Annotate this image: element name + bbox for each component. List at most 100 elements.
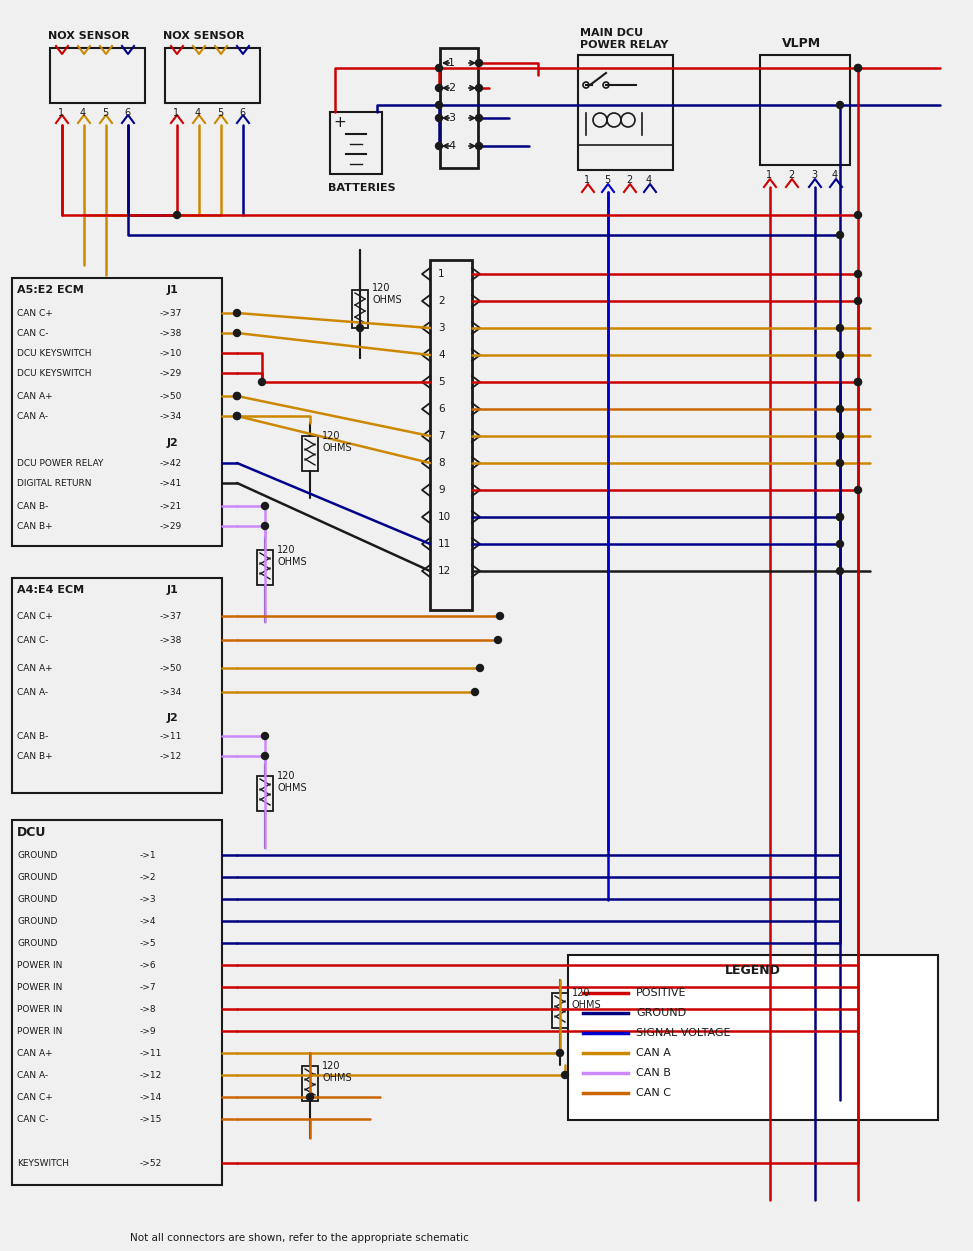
Text: POWER IN: POWER IN bbox=[17, 982, 62, 992]
Text: 1: 1 bbox=[58, 108, 64, 118]
Text: 5: 5 bbox=[102, 108, 108, 118]
Text: CAN C-: CAN C- bbox=[17, 636, 49, 644]
Text: POWER RELAY: POWER RELAY bbox=[580, 40, 668, 50]
Text: 3: 3 bbox=[811, 170, 817, 180]
Circle shape bbox=[234, 413, 240, 419]
Circle shape bbox=[837, 459, 844, 467]
Text: DCU KEYSWITCH: DCU KEYSWITCH bbox=[17, 369, 91, 378]
Text: ->11: ->11 bbox=[140, 1048, 162, 1057]
Text: BATTERIES: BATTERIES bbox=[328, 183, 396, 193]
Circle shape bbox=[837, 433, 844, 439]
Circle shape bbox=[494, 637, 501, 643]
Text: OHMS: OHMS bbox=[322, 1073, 351, 1083]
Text: NOX SENSOR: NOX SENSOR bbox=[163, 31, 244, 41]
Text: MAIN DCU: MAIN DCU bbox=[580, 28, 643, 38]
Text: ->1: ->1 bbox=[140, 851, 157, 859]
Circle shape bbox=[854, 379, 861, 385]
Text: 6: 6 bbox=[124, 108, 130, 118]
Text: 4: 4 bbox=[646, 175, 652, 185]
Text: KEYSWITCH: KEYSWITCH bbox=[17, 1158, 69, 1167]
Text: ->34: ->34 bbox=[160, 412, 182, 420]
Text: POWER IN: POWER IN bbox=[17, 1005, 62, 1013]
Bar bbox=[330, 113, 382, 174]
Circle shape bbox=[234, 413, 240, 419]
Text: GROUND: GROUND bbox=[636, 1008, 686, 1018]
Text: ->12: ->12 bbox=[160, 752, 182, 761]
Text: CAN C+: CAN C+ bbox=[17, 1092, 53, 1101]
Circle shape bbox=[837, 540, 844, 548]
Text: CAN B: CAN B bbox=[636, 1068, 670, 1078]
Circle shape bbox=[306, 1093, 313, 1101]
Text: 2: 2 bbox=[448, 83, 455, 93]
Text: ->7: ->7 bbox=[140, 982, 157, 992]
Text: CAN B+: CAN B+ bbox=[17, 522, 53, 530]
Text: CAN C: CAN C bbox=[636, 1088, 671, 1098]
Text: 120: 120 bbox=[277, 771, 296, 781]
Text: ->37: ->37 bbox=[160, 309, 182, 318]
Text: CAN A+: CAN A+ bbox=[17, 392, 53, 400]
Bar bbox=[440, 48, 478, 168]
Text: POWER IN: POWER IN bbox=[17, 961, 62, 970]
Text: ->14: ->14 bbox=[140, 1092, 162, 1101]
Text: A4:E4 ECM: A4:E4 ECM bbox=[17, 585, 84, 595]
Circle shape bbox=[854, 379, 861, 385]
Text: ->38: ->38 bbox=[160, 329, 182, 338]
Text: 11: 11 bbox=[438, 539, 451, 549]
Text: OHMS: OHMS bbox=[572, 1000, 601, 1010]
Circle shape bbox=[854, 487, 861, 493]
Bar bbox=[578, 55, 673, 170]
Text: DIGITAL RETURN: DIGITAL RETURN bbox=[17, 478, 91, 488]
Circle shape bbox=[561, 1072, 568, 1078]
Text: ->8: ->8 bbox=[140, 1005, 157, 1013]
Text: GROUND: GROUND bbox=[17, 872, 57, 882]
Text: CAN A+: CAN A+ bbox=[17, 1048, 53, 1057]
Text: 4: 4 bbox=[195, 108, 201, 118]
Circle shape bbox=[476, 115, 483, 121]
Text: J1: J1 bbox=[167, 285, 179, 295]
Text: 2: 2 bbox=[788, 170, 794, 180]
Circle shape bbox=[837, 568, 844, 574]
Text: CAN A-: CAN A- bbox=[17, 412, 48, 420]
Bar bbox=[302, 437, 318, 470]
Text: ->50: ->50 bbox=[160, 392, 182, 400]
Bar bbox=[430, 260, 472, 610]
Text: ->42: ->42 bbox=[160, 459, 182, 468]
Text: 120: 120 bbox=[322, 1061, 341, 1071]
Circle shape bbox=[477, 664, 484, 672]
Text: +: + bbox=[333, 115, 345, 130]
Text: GROUND: GROUND bbox=[17, 917, 57, 926]
Text: CAN A-: CAN A- bbox=[17, 1071, 48, 1080]
Text: ->9: ->9 bbox=[140, 1027, 157, 1036]
Bar bbox=[552, 993, 568, 1028]
Text: 10: 10 bbox=[438, 512, 451, 522]
Text: 8: 8 bbox=[438, 458, 445, 468]
Text: 6: 6 bbox=[239, 108, 245, 118]
Circle shape bbox=[854, 270, 861, 278]
Bar bbox=[50, 48, 145, 103]
Text: ->4: ->4 bbox=[140, 917, 157, 926]
Text: CAN A: CAN A bbox=[636, 1048, 670, 1058]
Circle shape bbox=[854, 65, 861, 71]
Text: POSITIVE: POSITIVE bbox=[636, 988, 687, 998]
Text: 5: 5 bbox=[438, 377, 445, 387]
Circle shape bbox=[472, 688, 479, 696]
Circle shape bbox=[854, 65, 861, 71]
Text: 4: 4 bbox=[80, 108, 87, 118]
Text: ->2: ->2 bbox=[140, 872, 157, 882]
Bar bbox=[257, 776, 273, 811]
Circle shape bbox=[854, 211, 861, 219]
Circle shape bbox=[173, 211, 181, 219]
Text: ->38: ->38 bbox=[160, 636, 182, 644]
Text: CAN C+: CAN C+ bbox=[17, 309, 53, 318]
Text: 12: 12 bbox=[438, 565, 451, 575]
Text: GROUND: GROUND bbox=[17, 851, 57, 859]
Circle shape bbox=[854, 298, 861, 304]
Text: ->11: ->11 bbox=[160, 732, 182, 741]
Circle shape bbox=[234, 329, 240, 337]
Text: 120: 120 bbox=[322, 432, 341, 442]
Circle shape bbox=[837, 231, 844, 239]
Text: J2: J2 bbox=[167, 713, 179, 723]
Circle shape bbox=[234, 393, 240, 399]
Text: ->21: ->21 bbox=[160, 502, 182, 510]
Circle shape bbox=[259, 379, 266, 385]
